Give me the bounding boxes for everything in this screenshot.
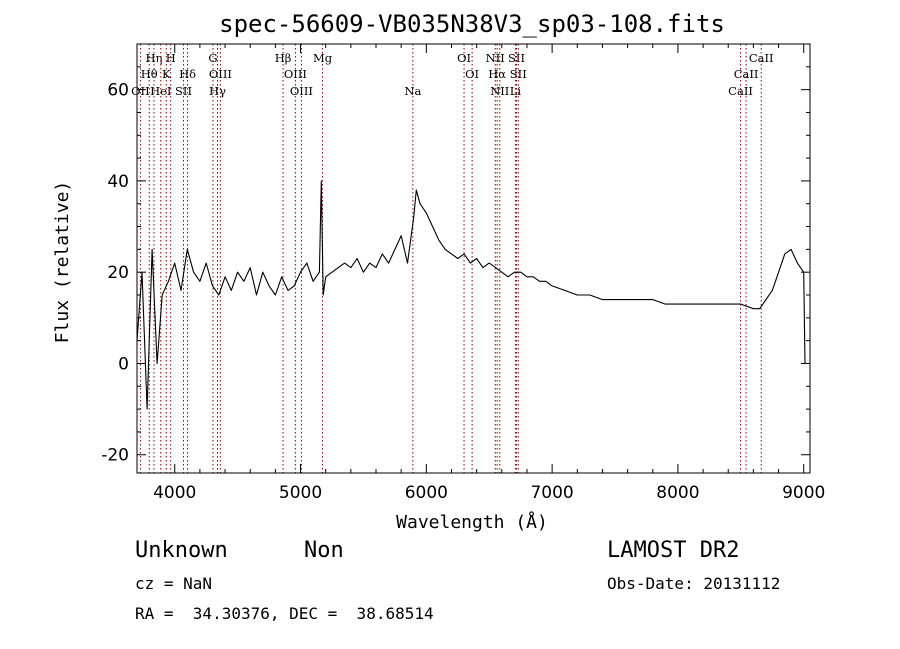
y-tick-label-4: 60 <box>107 81 129 101</box>
x-tick-label-3: 7000 <box>530 483 573 503</box>
spectral-line-label-3: K <box>162 67 171 81</box>
spectral-line-label-11: Hβ <box>275 51 292 65</box>
survey-name: LAMOST DR2 <box>607 538 740 563</box>
plot-frame <box>136 43 811 474</box>
spectral-line-label-5: OII <box>131 84 150 98</box>
object-class: Unknown <box>135 538 228 563</box>
spectral-line-label-8: G <box>208 51 217 65</box>
axis-ticks: 4000 5000 6000 7000 8000 9000 -20 0 20 40 60 <box>101 43 825 503</box>
spectral-line-label-4: Hδ <box>179 67 196 81</box>
x-tick-label-0: 4000 <box>153 483 196 503</box>
spectral-line-label-1: H <box>166 51 176 65</box>
spectral-line-label-13: OIII <box>290 84 313 98</box>
y-axis-label: Flux (relative) <box>52 181 73 344</box>
spectral-line-label-15: Na <box>404 84 421 98</box>
ra-dec-coordinates: RA = 34.30376, DEC = 38.68514 <box>135 604 434 623</box>
spectral-line-label-0: Hη <box>146 51 163 65</box>
observation-date: Obs-Date: 20131112 <box>607 574 781 593</box>
redshift-value: cz = NaN <box>135 574 213 593</box>
y-tick-label-1: 0 <box>118 354 129 374</box>
y-tick-label-3: 40 <box>107 172 129 192</box>
spectral-line-label-9: OIII <box>209 67 232 81</box>
spectral-line-label-18: NII <box>486 51 505 65</box>
spectral-line-label-16: OI <box>457 51 471 65</box>
chart-title: spec-56609-VB035N38V3_sp03-108.fits <box>219 10 725 38</box>
spectral-line-label-2: Hθ <box>141 67 158 81</box>
spectral-line-label-6: HeI <box>150 84 171 98</box>
spectral-line-label-20: NII <box>490 84 509 98</box>
spectral-line-label-19: Hα <box>488 67 506 81</box>
spectral-line-markers: Hη H Hθ K Hδ OII HeI SII G OIII Hγ Hβ OIII OIII Mg Na OI… <box>131 44 774 473</box>
spectral-line-label-10: Hγ <box>209 84 226 98</box>
x-tick-label-4: 8000 <box>656 483 699 503</box>
spectral-line-label-23: Li <box>510 84 522 98</box>
spectral-line-label-14: Mg <box>313 51 333 65</box>
x-tick-label-5: 9000 <box>782 483 825 503</box>
x-tick-label-1: 5000 <box>279 483 322 503</box>
x-axis-label: Wavelength (Å) <box>396 511 548 533</box>
spectrum-line-0 <box>136 180 806 410</box>
x-tick-label-2: 6000 <box>405 483 448 503</box>
spectral-line-label-26: CaII <box>728 84 753 98</box>
spectral-line-label-25: CaII <box>734 67 759 81</box>
y-tick-label-0: -20 <box>101 446 129 466</box>
object-subclass: Non <box>304 538 344 563</box>
spectral-line-label-21: SII <box>508 51 525 65</box>
y-tick-label-2: 20 <box>107 263 129 283</box>
spectrum-series <box>136 180 806 410</box>
spectral-line-label-12: OIII <box>284 67 307 81</box>
spectral-line-label-17: OI <box>465 67 479 81</box>
spectral-line-label-22: SII <box>510 67 527 81</box>
spectral-line-label-24: CaII <box>749 51 774 65</box>
spectral-line-label-7: SII <box>175 84 192 98</box>
